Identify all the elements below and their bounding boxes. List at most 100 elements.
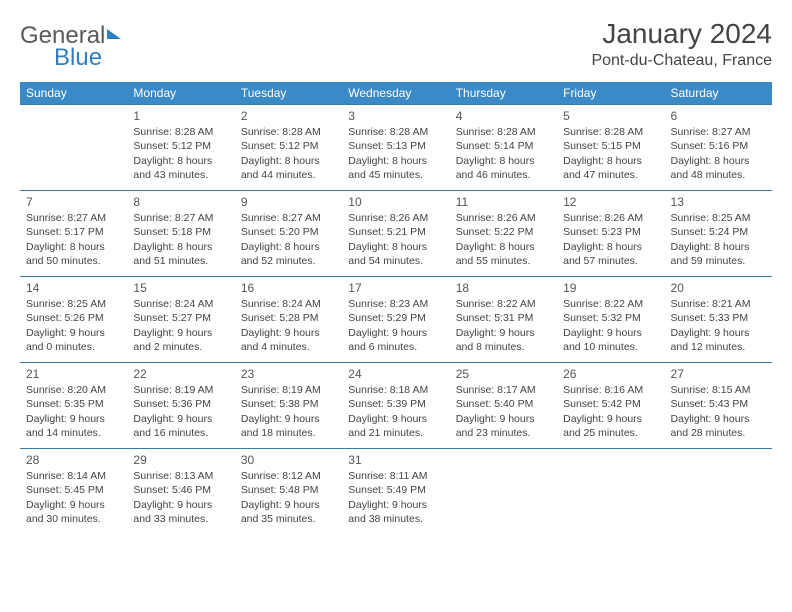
sunrise-text: Sunrise: 8:14 AM — [26, 469, 121, 483]
calendar-day-cell: 21Sunrise: 8:20 AMSunset: 5:35 PMDayligh… — [20, 363, 127, 449]
calendar-week-row: 14Sunrise: 8:25 AMSunset: 5:26 PMDayligh… — [20, 277, 772, 363]
daylight-text-1: Daylight: 9 hours — [348, 412, 443, 426]
daylight-text-2: and 25 minutes. — [563, 426, 658, 440]
daylight-text-2: and 48 minutes. — [671, 168, 766, 182]
day-number: 1 — [133, 108, 228, 124]
day-number: 2 — [241, 108, 336, 124]
daylight-text-1: Daylight: 8 hours — [348, 240, 443, 254]
day-number: 12 — [563, 194, 658, 210]
daylight-text-1: Daylight: 9 hours — [133, 326, 228, 340]
calendar-day-cell: 20Sunrise: 8:21 AMSunset: 5:33 PMDayligh… — [665, 277, 772, 363]
day-number: 11 — [456, 194, 551, 210]
sunrise-text: Sunrise: 8:24 AM — [133, 297, 228, 311]
day-header: Saturday — [665, 82, 772, 105]
day-number: 23 — [241, 366, 336, 382]
day-number: 22 — [133, 366, 228, 382]
sunset-text: Sunset: 5:39 PM — [348, 397, 443, 411]
daylight-text-1: Daylight: 9 hours — [456, 412, 551, 426]
daylight-text-1: Daylight: 8 hours — [456, 240, 551, 254]
calendar-day-cell: 27Sunrise: 8:15 AMSunset: 5:43 PMDayligh… — [665, 363, 772, 449]
daylight-text-2: and 16 minutes. — [133, 426, 228, 440]
daylight-text-1: Daylight: 8 hours — [671, 240, 766, 254]
location: Pont-du-Chateau, France — [591, 52, 772, 70]
daylight-text-2: and 4 minutes. — [241, 340, 336, 354]
calendar-day-cell: 15Sunrise: 8:24 AMSunset: 5:27 PMDayligh… — [127, 277, 234, 363]
daylight-text-1: Daylight: 9 hours — [563, 412, 658, 426]
calendar-day-cell: 17Sunrise: 8:23 AMSunset: 5:29 PMDayligh… — [342, 277, 449, 363]
daylight-text-2: and 45 minutes. — [348, 168, 443, 182]
daylight-text-2: and 2 minutes. — [133, 340, 228, 354]
daylight-text-1: Daylight: 9 hours — [456, 326, 551, 340]
sunset-text: Sunset: 5:20 PM — [241, 225, 336, 239]
daylight-text-1: Daylight: 9 hours — [671, 412, 766, 426]
calendar-day-cell: 16Sunrise: 8:24 AMSunset: 5:28 PMDayligh… — [235, 277, 342, 363]
sunrise-text: Sunrise: 8:21 AM — [671, 297, 766, 311]
daylight-text-1: Daylight: 9 hours — [26, 498, 121, 512]
day-header: Wednesday — [342, 82, 449, 105]
daylight-text-2: and 8 minutes. — [456, 340, 551, 354]
sunrise-text: Sunrise: 8:28 AM — [456, 125, 551, 139]
sunrise-text: Sunrise: 8:24 AM — [241, 297, 336, 311]
calendar-day-cell: 11Sunrise: 8:26 AMSunset: 5:22 PMDayligh… — [450, 191, 557, 277]
daylight-text-1: Daylight: 9 hours — [241, 498, 336, 512]
calendar-week-row: 7Sunrise: 8:27 AMSunset: 5:17 PMDaylight… — [20, 191, 772, 277]
sunset-text: Sunset: 5:28 PM — [241, 311, 336, 325]
sunset-text: Sunset: 5:33 PM — [671, 311, 766, 325]
calendar-day-cell: 30Sunrise: 8:12 AMSunset: 5:48 PMDayligh… — [235, 449, 342, 535]
sunrise-text: Sunrise: 8:12 AM — [241, 469, 336, 483]
daylight-text-2: and 33 minutes. — [133, 512, 228, 526]
calendar-day-cell — [20, 105, 127, 191]
daylight-text-1: Daylight: 9 hours — [241, 412, 336, 426]
sunrise-text: Sunrise: 8:26 AM — [348, 211, 443, 225]
day-number: 28 — [26, 452, 121, 468]
sunset-text: Sunset: 5:35 PM — [26, 397, 121, 411]
calendar-day-cell: 9Sunrise: 8:27 AMSunset: 5:20 PMDaylight… — [235, 191, 342, 277]
day-number: 4 — [456, 108, 551, 124]
day-number: 6 — [671, 108, 766, 124]
sunrise-text: Sunrise: 8:18 AM — [348, 383, 443, 397]
sunrise-text: Sunrise: 8:19 AM — [133, 383, 228, 397]
sunset-text: Sunset: 5:17 PM — [26, 225, 121, 239]
day-number: 3 — [348, 108, 443, 124]
calendar-day-cell: 7Sunrise: 8:27 AMSunset: 5:17 PMDaylight… — [20, 191, 127, 277]
day-number: 7 — [26, 194, 121, 210]
day-number: 29 — [133, 452, 228, 468]
calendar-week-row: 21Sunrise: 8:20 AMSunset: 5:35 PMDayligh… — [20, 363, 772, 449]
logo-sail-icon — [107, 29, 121, 39]
sunrise-text: Sunrise: 8:27 AM — [26, 211, 121, 225]
daylight-text-2: and 12 minutes. — [671, 340, 766, 354]
daylight-text-2: and 6 minutes. — [348, 340, 443, 354]
sunset-text: Sunset: 5:46 PM — [133, 483, 228, 497]
calendar-week-row: 28Sunrise: 8:14 AMSunset: 5:45 PMDayligh… — [20, 449, 772, 535]
sunset-text: Sunset: 5:40 PM — [456, 397, 551, 411]
daylight-text-1: Daylight: 8 hours — [563, 154, 658, 168]
daylight-text-2: and 21 minutes. — [348, 426, 443, 440]
calendar-day-cell: 10Sunrise: 8:26 AMSunset: 5:21 PMDayligh… — [342, 191, 449, 277]
sunrise-text: Sunrise: 8:27 AM — [133, 211, 228, 225]
daylight-text-1: Daylight: 8 hours — [241, 154, 336, 168]
day-number: 25 — [456, 366, 551, 382]
day-number: 17 — [348, 280, 443, 296]
day-number: 9 — [241, 194, 336, 210]
sunrise-text: Sunrise: 8:26 AM — [563, 211, 658, 225]
calendar-day-cell — [557, 449, 664, 535]
daylight-text-2: and 47 minutes. — [563, 168, 658, 182]
sunset-text: Sunset: 5:42 PM — [563, 397, 658, 411]
calendar-day-cell: 31Sunrise: 8:11 AMSunset: 5:49 PMDayligh… — [342, 449, 449, 535]
calendar-day-cell: 23Sunrise: 8:19 AMSunset: 5:38 PMDayligh… — [235, 363, 342, 449]
sunset-text: Sunset: 5:31 PM — [456, 311, 551, 325]
day-number: 19 — [563, 280, 658, 296]
day-number: 27 — [671, 366, 766, 382]
sunset-text: Sunset: 5:38 PM — [241, 397, 336, 411]
daylight-text-2: and 10 minutes. — [563, 340, 658, 354]
sunset-text: Sunset: 5:32 PM — [563, 311, 658, 325]
daylight-text-1: Daylight: 9 hours — [26, 412, 121, 426]
sunrise-text: Sunrise: 8:25 AM — [26, 297, 121, 311]
daylight-text-1: Daylight: 8 hours — [348, 154, 443, 168]
daylight-text-1: Daylight: 9 hours — [563, 326, 658, 340]
calendar-day-cell: 19Sunrise: 8:22 AMSunset: 5:32 PMDayligh… — [557, 277, 664, 363]
sunset-text: Sunset: 5:29 PM — [348, 311, 443, 325]
calendar-day-cell: 22Sunrise: 8:19 AMSunset: 5:36 PMDayligh… — [127, 363, 234, 449]
daylight-text-2: and 23 minutes. — [456, 426, 551, 440]
day-number: 8 — [133, 194, 228, 210]
